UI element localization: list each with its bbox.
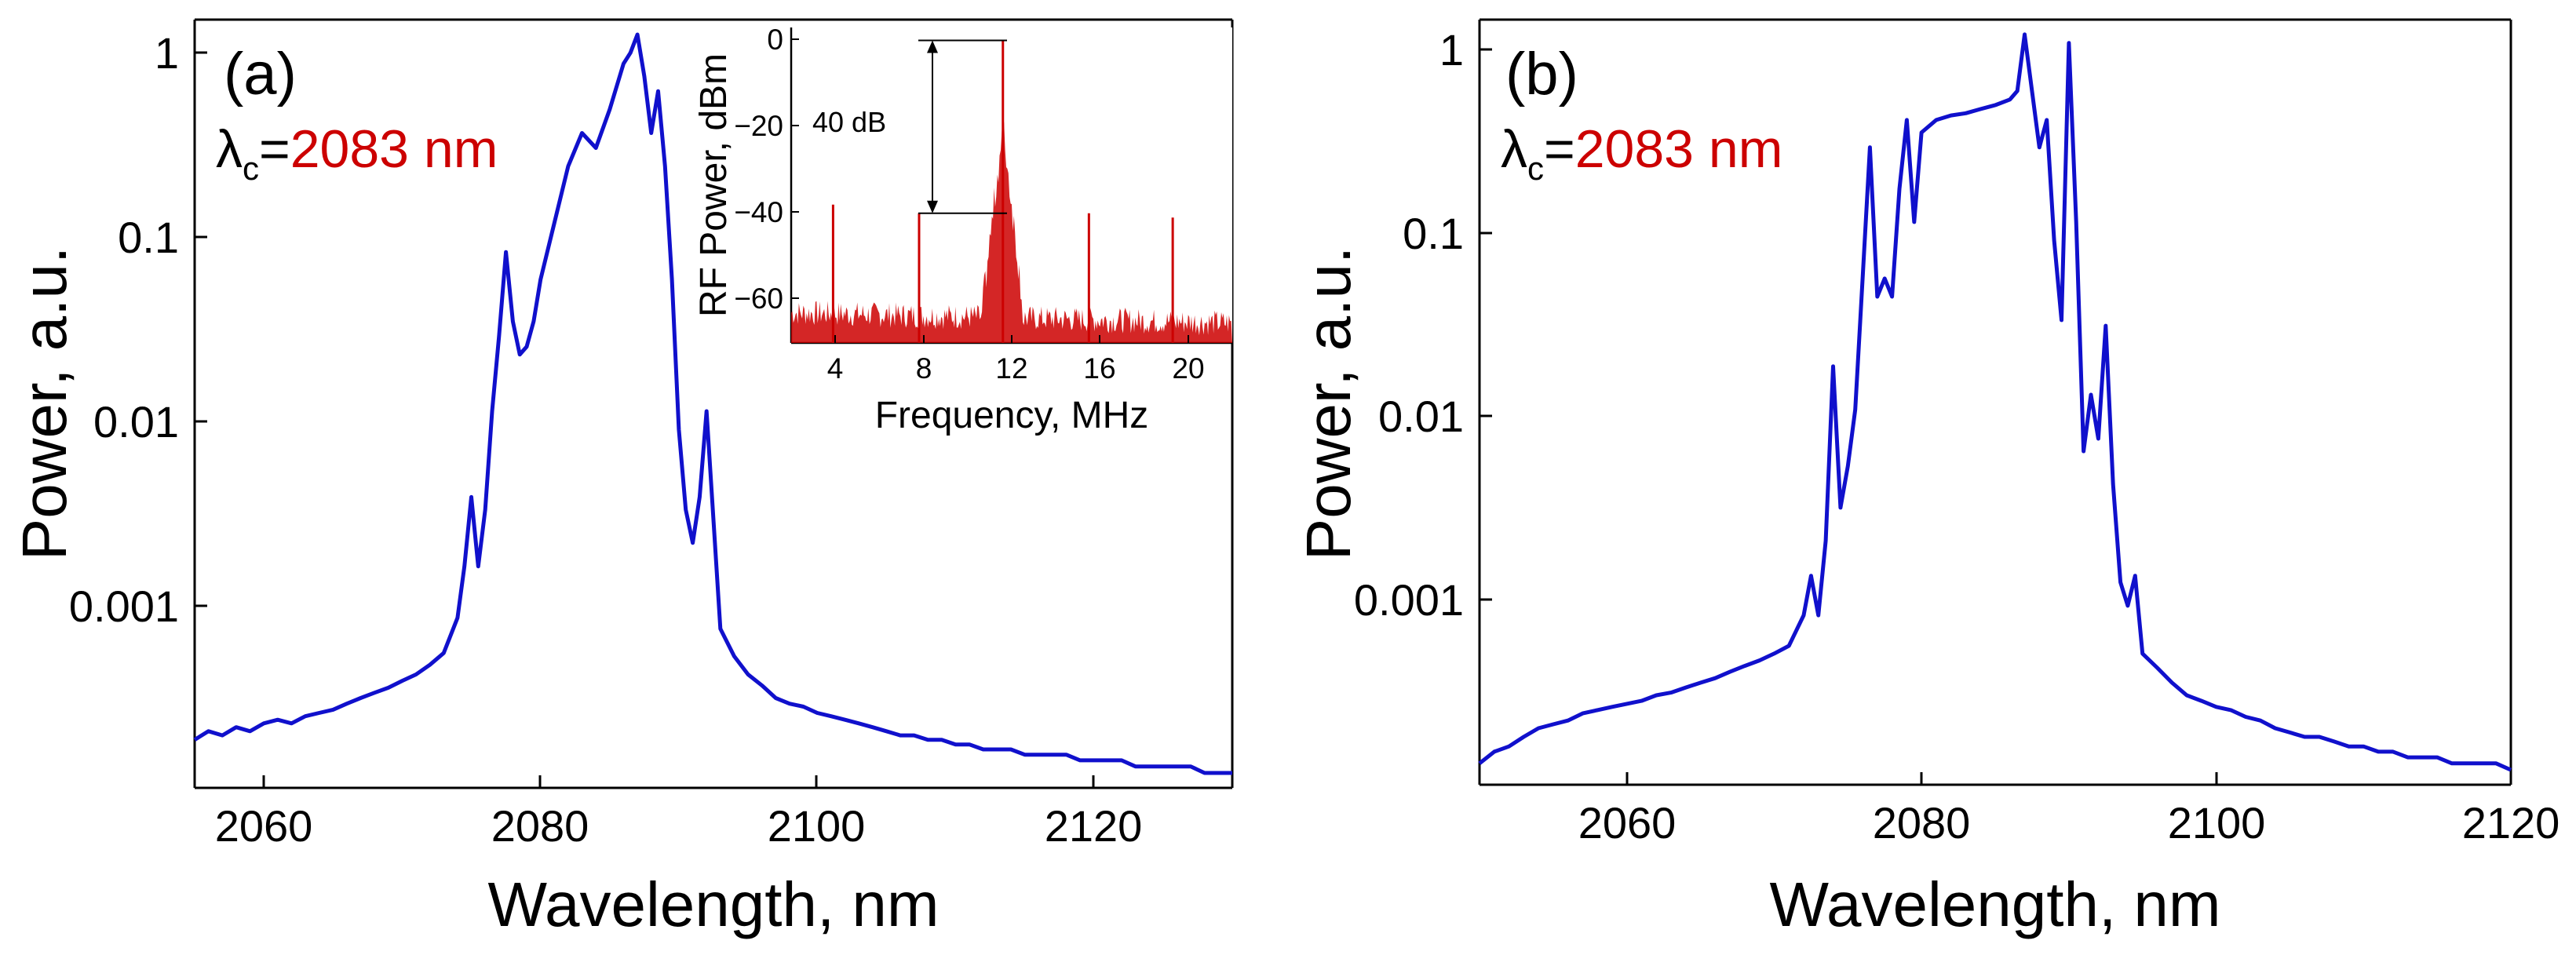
inset-x-ticks: 4 8 12 16 20 — [827, 335, 1205, 385]
panel-a-x-tick: 2120 — [1045, 775, 1143, 851]
panel-b-x-tick-label: 2100 — [2168, 798, 2266, 848]
panel-b-y-tick: 0.01 — [1378, 392, 1492, 441]
panel-a-lambda-eq: = — [259, 119, 290, 179]
panel-a-lambda: λc=2083 nm — [216, 119, 498, 187]
panel-b-x-tick: 2080 — [1873, 772, 1971, 848]
panel-a-y-tick-label: 1 — [155, 28, 179, 78]
panel-b-spectrum-line — [1478, 32, 2512, 772]
panel-b-x-tick-label: 2080 — [1873, 798, 1971, 848]
panel-a-y-ticks: 0.001 0.01 0.1 1 — [69, 28, 207, 631]
panel-b-lambda-sub: c — [1527, 150, 1544, 187]
panel-a-x-tick-label: 2120 — [1045, 801, 1143, 851]
panel-a-x-ticks: 2060 2080 2100 2120 — [215, 775, 1143, 851]
panel-a-lambda-symbol: λ — [216, 119, 243, 179]
panel-b-x-tick: 2120 — [2462, 772, 2560, 848]
inset-y-tick: −60 — [734, 283, 799, 315]
panel-b-y-tick-label: 1 — [1439, 25, 1464, 75]
panel-a-y-tick: 0.001 — [69, 581, 207, 631]
panel-a-y-axis-title: Power, a.u. — [9, 246, 79, 560]
panel-b-y-tick: 0.1 — [1403, 209, 1492, 258]
panel-b-y-tick-label: 0.01 — [1378, 392, 1464, 441]
panel-b-y-axis-title: Power, a.u. — [1293, 246, 1363, 560]
inset-y-axis-title: RF Power, dBm — [693, 53, 735, 317]
panel-b-lambda-eq: = — [1544, 119, 1575, 179]
inset-y-tick: −20 — [734, 110, 799, 142]
panel-b-y-tick: 1 — [1439, 25, 1492, 75]
inset-y-tick-label: −60 — [734, 283, 783, 315]
inset-x-tick: 20 — [1172, 335, 1205, 385]
inset-y-tick-label: −40 — [734, 196, 783, 228]
inset-y-tick: 0 — [767, 24, 799, 56]
panel-b-y-ticks: 0.001 0.01 0.1 1 — [1354, 25, 1492, 625]
panel-b-y-tick: 0.001 — [1354, 575, 1492, 625]
panel-a-x-tick-label: 2080 — [491, 801, 589, 851]
panel-b-label: (b) — [1505, 41, 1578, 108]
inset-peaks — [831, 40, 1174, 343]
panel-a-y-tick-label: 0.001 — [69, 581, 179, 631]
inset-40db-arrow — [918, 39, 1007, 214]
inset-x-tick: 8 — [916, 335, 932, 385]
panel-b-x-axis-title: Wavelength, nm — [1769, 869, 2220, 939]
inset-x-tick: 12 — [995, 335, 1028, 385]
inset-x-tick-label: 12 — [995, 352, 1027, 385]
panel-a-x-tick: 2100 — [768, 775, 866, 851]
inset-x-tick-label: 8 — [916, 352, 932, 385]
panel-a-lambda-sub: c — [243, 150, 259, 187]
inset-y-tick: −40 — [734, 196, 799, 228]
panel-a-x-axis-title: Wavelength, nm — [487, 869, 939, 939]
inset-y-tick-label: 0 — [767, 24, 783, 56]
panel-a-y-tick-label: 0.01 — [93, 397, 179, 447]
inset-y-ticks: 0 −20 −40 −60 — [734, 24, 799, 315]
panel-a-label: (a) — [224, 41, 297, 108]
panel-a-y-tick: 1 — [155, 28, 207, 78]
inset-x-tick-label: 20 — [1172, 352, 1204, 385]
panel-a-y-tick: 0.01 — [93, 397, 207, 447]
panel-a-x-tick: 2060 — [215, 775, 313, 851]
panel-a-spectrum-line — [193, 32, 1232, 775]
panel-b-x-ticks: 2060 2080 2100 2120 — [1578, 772, 2560, 848]
inset-x-tick: 4 — [827, 335, 844, 385]
panel-a-x-tick-label: 2100 — [768, 801, 866, 851]
inset-x-tick-label: 4 — [827, 352, 844, 385]
panel-b-y-tick-label: 0.001 — [1354, 575, 1464, 625]
inset-y-tick-label: −20 — [734, 110, 783, 142]
panel-b-x-tick-label: 2060 — [1578, 798, 1677, 848]
panel-b-lambda-value: 2083 nm — [1575, 119, 1783, 179]
panel-a-y-tick: 0.1 — [118, 213, 207, 262]
panel-b-lambda-symbol: λ — [1501, 119, 1527, 179]
panel-a-y-tick-label: 0.1 — [118, 213, 179, 262]
inset-noise-floor — [791, 118, 1232, 343]
panel-a: 2060 2080 2100 2120 0.001 0.01 — [9, 18, 1234, 939]
panel-b-lambda: λc=2083 nm — [1501, 119, 1782, 187]
inset-40db-label: 40 dB — [812, 106, 886, 138]
inset-x-tick-label: 16 — [1083, 352, 1115, 385]
panel-b: 2060 2080 2100 2120 0.001 0.01 — [1293, 18, 2560, 939]
inset-x-tick: 16 — [1083, 335, 1116, 385]
panel-b-y-tick-label: 0.1 — [1403, 209, 1464, 258]
inset: 4 8 12 16 20 — [693, 24, 1232, 436]
panel-b-x-tick: 2060 — [1578, 772, 1677, 848]
panel-a-x-tick-label: 2060 — [215, 801, 313, 851]
panel-b-x-tick: 2100 — [2168, 772, 2266, 848]
panel-a-x-tick: 2080 — [491, 775, 589, 851]
inset-x-axis-title: Frequency, MHz — [875, 395, 1149, 436]
panel-a-lambda-value: 2083 nm — [290, 119, 498, 179]
panel-b-x-tick-label: 2120 — [2462, 798, 2560, 848]
